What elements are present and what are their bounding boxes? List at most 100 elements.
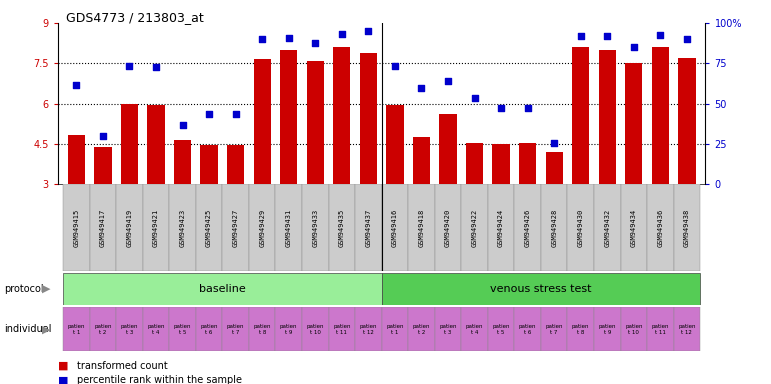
Bar: [541, 307, 567, 351]
Bar: [302, 184, 328, 271]
Bar: [514, 307, 541, 351]
Text: GSM949416: GSM949416: [392, 209, 398, 247]
Text: GSM949428: GSM949428: [551, 209, 557, 247]
Bar: [328, 307, 355, 351]
Bar: [488, 184, 514, 271]
Bar: [435, 184, 461, 271]
Text: patien
t 6: patien t 6: [519, 324, 537, 335]
Bar: [546, 152, 563, 184]
Point: [309, 40, 322, 46]
Text: patien
t 9: patien t 9: [598, 324, 616, 335]
Bar: [147, 105, 165, 184]
Bar: [200, 146, 217, 184]
Text: ■: ■: [58, 361, 69, 371]
Text: patien
t 9: patien t 9: [280, 324, 298, 335]
Bar: [572, 47, 589, 184]
Bar: [412, 137, 430, 184]
Text: GSM949427: GSM949427: [233, 209, 239, 247]
Text: GSM949432: GSM949432: [604, 209, 611, 247]
Bar: [519, 143, 537, 184]
Text: percentile rank within the sample: percentile rank within the sample: [77, 375, 242, 384]
Text: GSM949424: GSM949424: [498, 209, 504, 247]
Point: [654, 32, 666, 38]
Text: patien
t 6: patien t 6: [200, 324, 218, 335]
Text: venous stress test: venous stress test: [490, 284, 591, 294]
Bar: [360, 53, 377, 184]
Bar: [567, 307, 594, 351]
Text: ■: ■: [58, 375, 69, 384]
Bar: [651, 47, 669, 184]
Bar: [328, 184, 355, 271]
Bar: [355, 307, 382, 351]
Text: protocol: protocol: [4, 284, 43, 294]
Bar: [382, 184, 408, 271]
Bar: [382, 273, 700, 305]
Bar: [647, 184, 674, 271]
Text: patien
t 10: patien t 10: [307, 324, 324, 335]
Bar: [174, 140, 191, 184]
Text: patien
t 11: patien t 11: [333, 324, 351, 335]
Bar: [280, 50, 298, 184]
Bar: [678, 58, 695, 184]
Bar: [567, 184, 594, 271]
Text: individual: individual: [4, 324, 52, 334]
Bar: [89, 307, 116, 351]
Text: GSM949429: GSM949429: [259, 209, 265, 247]
Text: GDS4773 / 213803_at: GDS4773 / 213803_at: [66, 12, 204, 25]
Text: patien
t 12: patien t 12: [359, 324, 377, 335]
Bar: [625, 63, 642, 184]
Text: patien
t 3: patien t 3: [439, 324, 456, 335]
Bar: [466, 143, 483, 184]
Text: GSM949435: GSM949435: [338, 209, 345, 247]
Text: GSM949426: GSM949426: [524, 209, 530, 247]
Bar: [227, 146, 244, 184]
Bar: [355, 184, 382, 271]
Point: [150, 65, 162, 71]
Point: [123, 63, 136, 69]
Bar: [594, 184, 621, 271]
Point: [416, 84, 428, 91]
Bar: [222, 307, 249, 351]
Point: [442, 78, 454, 84]
Bar: [143, 307, 170, 351]
Bar: [94, 147, 112, 184]
Bar: [674, 307, 700, 351]
Bar: [382, 307, 408, 351]
Text: patien
t 4: patien t 4: [466, 324, 483, 335]
Bar: [170, 184, 196, 271]
Point: [362, 28, 375, 34]
Text: GSM949417: GSM949417: [100, 209, 106, 247]
Bar: [63, 307, 89, 351]
Point: [335, 31, 348, 37]
Text: GSM949420: GSM949420: [445, 209, 451, 247]
Point: [521, 104, 534, 111]
Bar: [435, 307, 461, 351]
Text: ▶: ▶: [42, 324, 50, 334]
Text: baseline: baseline: [199, 284, 246, 294]
Bar: [196, 307, 222, 351]
Bar: [116, 184, 143, 271]
Bar: [514, 184, 541, 271]
Point: [495, 104, 507, 111]
Bar: [647, 307, 674, 351]
Text: patien
t 3: patien t 3: [121, 324, 138, 335]
Bar: [307, 61, 324, 184]
Text: GSM949437: GSM949437: [365, 209, 372, 247]
Bar: [594, 307, 621, 351]
Text: GSM949421: GSM949421: [153, 209, 159, 247]
Bar: [386, 105, 403, 184]
Text: patien
t 4: patien t 4: [147, 324, 165, 335]
Text: GSM949433: GSM949433: [312, 209, 318, 247]
Bar: [333, 47, 351, 184]
Point: [601, 33, 614, 40]
Bar: [275, 184, 302, 271]
Bar: [116, 307, 143, 351]
Point: [468, 95, 480, 101]
Text: GSM949436: GSM949436: [658, 209, 663, 247]
Text: patien
t 1: patien t 1: [386, 324, 404, 335]
Bar: [408, 184, 435, 271]
Bar: [63, 273, 382, 305]
Point: [389, 63, 401, 69]
Point: [97, 133, 109, 139]
Bar: [461, 184, 488, 271]
